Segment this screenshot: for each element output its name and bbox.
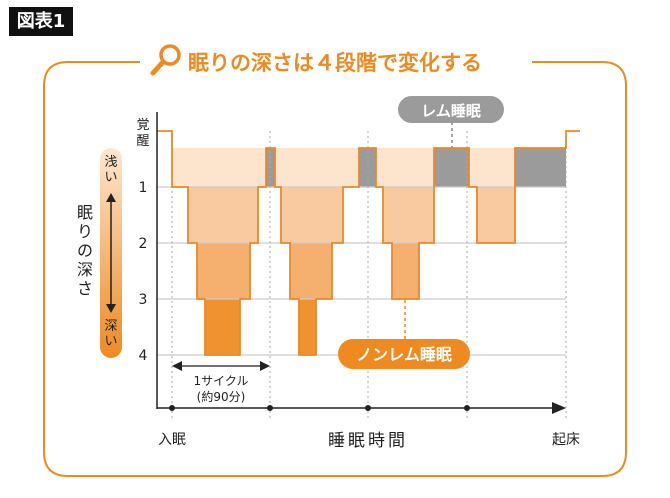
stage-fill-2	[299, 187, 316, 243]
stage-fill-2	[188, 187, 197, 243]
stage-fill-2	[383, 187, 392, 243]
stage-fill-2	[250, 187, 258, 243]
stage-fill-4	[205, 299, 240, 355]
level-label-2: 2	[139, 236, 148, 252]
stage-fill-2	[419, 187, 434, 243]
depth-double-arrow-icon	[106, 193, 116, 313]
frame-border	[43, 61, 627, 477]
stage-fill-3	[316, 243, 332, 299]
rem-label: レム睡眠	[421, 102, 481, 120]
level-label-1: 1	[139, 180, 148, 196]
level-label-3: 3	[139, 292, 148, 308]
wake-label-1: 覚	[136, 118, 149, 133]
level-label-4: 4	[139, 348, 148, 364]
stage-fill-3	[197, 243, 205, 299]
stage-fill-2	[205, 187, 240, 243]
deep-label: 深い	[104, 319, 117, 349]
stage-fill-3	[290, 243, 299, 299]
rem-block	[434, 148, 469, 187]
stage-fill-2	[197, 187, 205, 243]
stage-fill-2	[240, 187, 250, 243]
cycle-label-line2: (約90分)	[197, 389, 246, 404]
x-axis-label: 睡眠時間	[328, 431, 408, 451]
magnifier-icon	[150, 44, 181, 76]
figure-tag: 図表1	[9, 7, 73, 36]
rem-block	[515, 148, 566, 187]
stage-fill-3	[240, 243, 250, 299]
cycle-double-arrow-icon	[172, 361, 270, 371]
x-axis-arrow-icon	[552, 402, 566, 414]
shallow-label: 浅い	[104, 155, 117, 185]
nonrem-label-pill	[338, 339, 470, 369]
stage-fill-2	[281, 187, 290, 243]
stage-fill-2	[477, 187, 515, 243]
wake-up-label: 起床	[552, 432, 580, 448]
stage-fill-2	[392, 187, 419, 243]
diagram-title: 眠りの深さは４段階で変化する	[188, 51, 482, 75]
stage-fill-2	[332, 187, 343, 243]
wake-label-2: 醒	[136, 134, 149, 149]
stage-fill-2	[290, 187, 299, 243]
rem-label-pill	[398, 96, 504, 123]
sleep-onset-label: 入眠	[158, 432, 186, 448]
stage-fill-3	[205, 243, 240, 299]
y-axis-label: 眠りの深さ	[77, 203, 93, 298]
stage-fill-4	[299, 299, 316, 355]
cycle-label-line1: 1サイクル	[193, 374, 248, 388]
nonrem-label: ノンレム睡眠	[356, 345, 452, 364]
stage-fill-2	[316, 187, 332, 243]
stage-fill-3	[299, 243, 316, 299]
stage-fill-3	[392, 243, 419, 299]
